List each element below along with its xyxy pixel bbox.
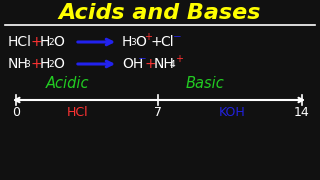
Text: Basic: Basic: [186, 76, 224, 91]
Text: Cl: Cl: [160, 35, 174, 49]
Text: 0: 0: [12, 105, 20, 118]
Text: Acidic: Acidic: [46, 76, 90, 91]
Text: HCl: HCl: [67, 105, 89, 118]
Text: OH: OH: [122, 57, 143, 71]
Text: NH: NH: [154, 57, 175, 71]
Text: 3: 3: [130, 38, 136, 47]
Text: +: +: [144, 57, 156, 71]
Text: O: O: [135, 35, 146, 49]
Text: O: O: [53, 35, 64, 49]
Text: H: H: [122, 35, 132, 49]
Text: −: −: [173, 32, 182, 42]
Text: +: +: [175, 54, 183, 64]
Text: NH: NH: [8, 57, 29, 71]
Text: HCl: HCl: [8, 35, 32, 49]
Text: +: +: [30, 35, 42, 49]
Text: H: H: [40, 35, 50, 49]
Text: 4: 4: [170, 60, 176, 69]
Text: +: +: [30, 57, 42, 71]
Text: −: −: [138, 54, 147, 64]
Text: +: +: [150, 35, 162, 49]
Text: KOH: KOH: [219, 105, 245, 118]
Text: +: +: [144, 32, 152, 42]
Text: 7: 7: [154, 105, 162, 118]
Text: 2: 2: [48, 60, 54, 69]
Text: Acids and Bases: Acids and Bases: [59, 3, 261, 23]
Text: 14: 14: [294, 105, 310, 118]
Text: 3: 3: [24, 60, 30, 69]
Text: 2: 2: [48, 38, 54, 47]
Text: O: O: [53, 57, 64, 71]
Text: H: H: [40, 57, 50, 71]
